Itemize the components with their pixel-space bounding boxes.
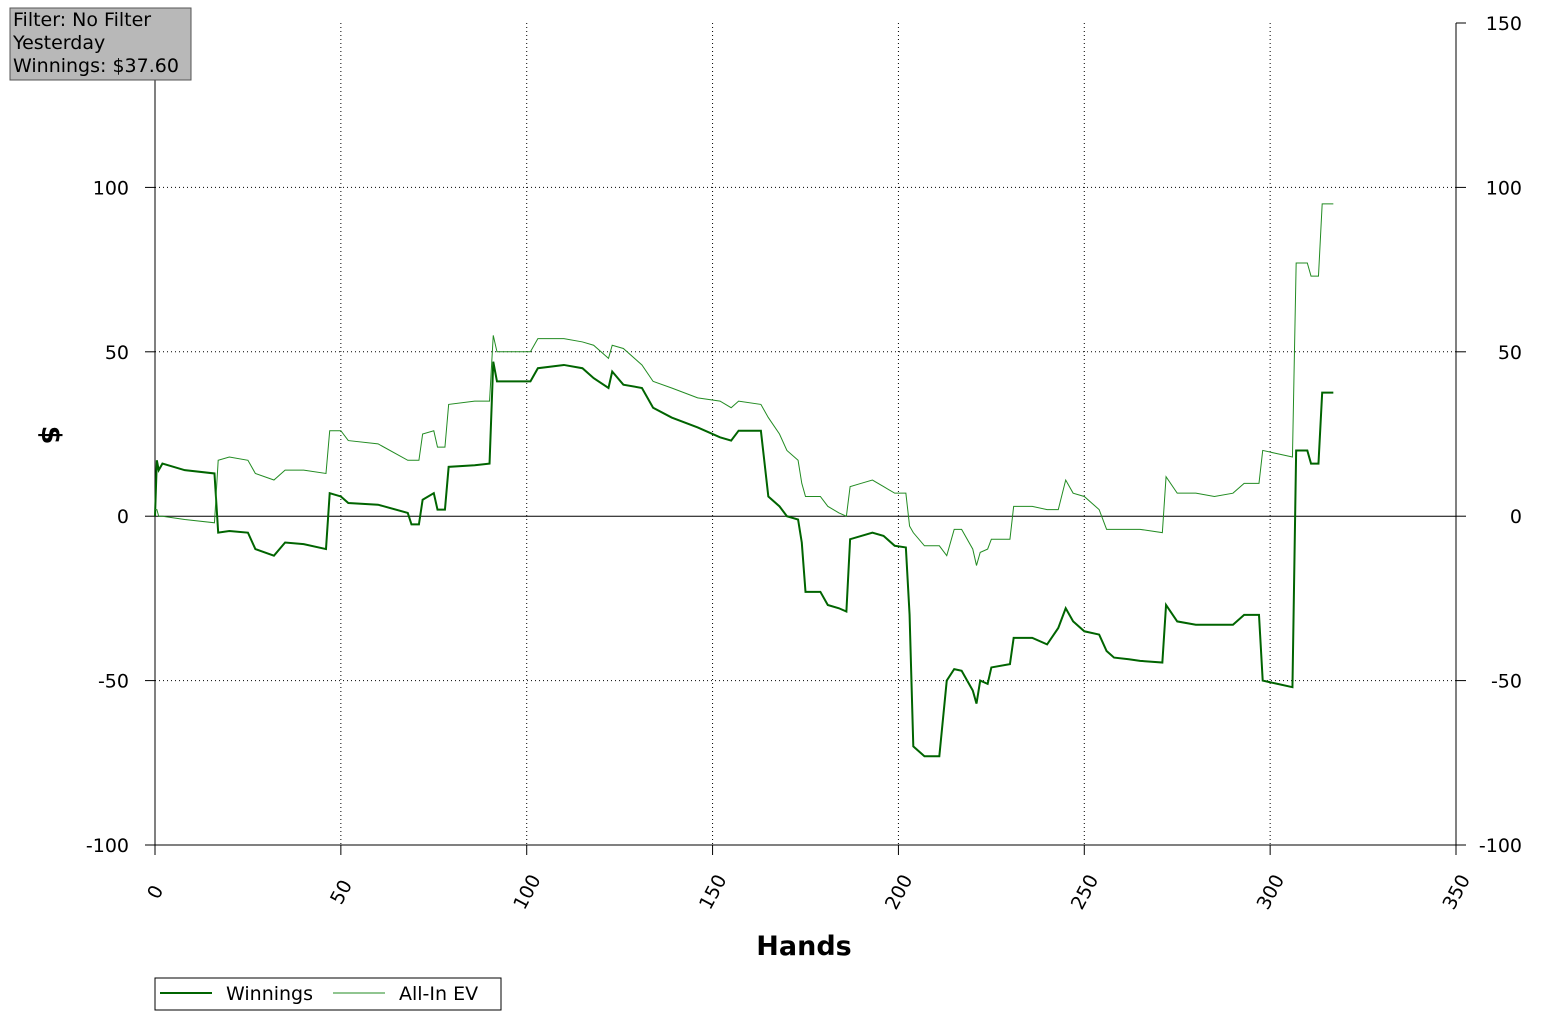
series-line	[154, 361, 1334, 758]
legend-label: Winnings	[226, 983, 313, 1005]
y2-tick-label: -100	[1479, 835, 1522, 857]
y2-tick-label: 0	[1510, 506, 1522, 528]
info-line: Winnings: $37.60	[13, 55, 179, 77]
y-tick-label: 0	[117, 506, 129, 528]
y2-tick-label: 150	[1486, 13, 1522, 35]
info-line: Yesterday	[12, 32, 105, 54]
x-tick-label: 150	[695, 871, 731, 913]
y2-tick-label: 100	[1486, 177, 1522, 199]
y-axis-label: $	[35, 426, 66, 445]
y-tick-label: 50	[105, 342, 129, 364]
x-tick-label: 50	[326, 876, 357, 908]
y-tick-label: -100	[86, 835, 129, 857]
legend	[154, 977, 502, 1011]
y2-tick-label: -50	[1491, 671, 1522, 693]
x-axis-label: Hands	[756, 931, 851, 962]
y-tick-label: 100	[93, 177, 129, 199]
info-box	[9, 7, 192, 81]
y-tick-label: -50	[98, 671, 129, 693]
x-tick-label: 0	[143, 882, 168, 903]
y2-tick-label: 50	[1498, 342, 1522, 364]
info-line: Filter: No Filter	[13, 9, 151, 31]
x-tick-label: 300	[1253, 871, 1289, 913]
legend-label: All-In EV	[399, 983, 478, 1005]
x-tick-label: 100	[509, 871, 545, 913]
series-line	[155, 203, 1334, 566]
x-tick-label: 250	[1067, 871, 1103, 913]
x-tick-label: 350	[1438, 871, 1474, 913]
x-tick-label: 200	[881, 871, 917, 913]
